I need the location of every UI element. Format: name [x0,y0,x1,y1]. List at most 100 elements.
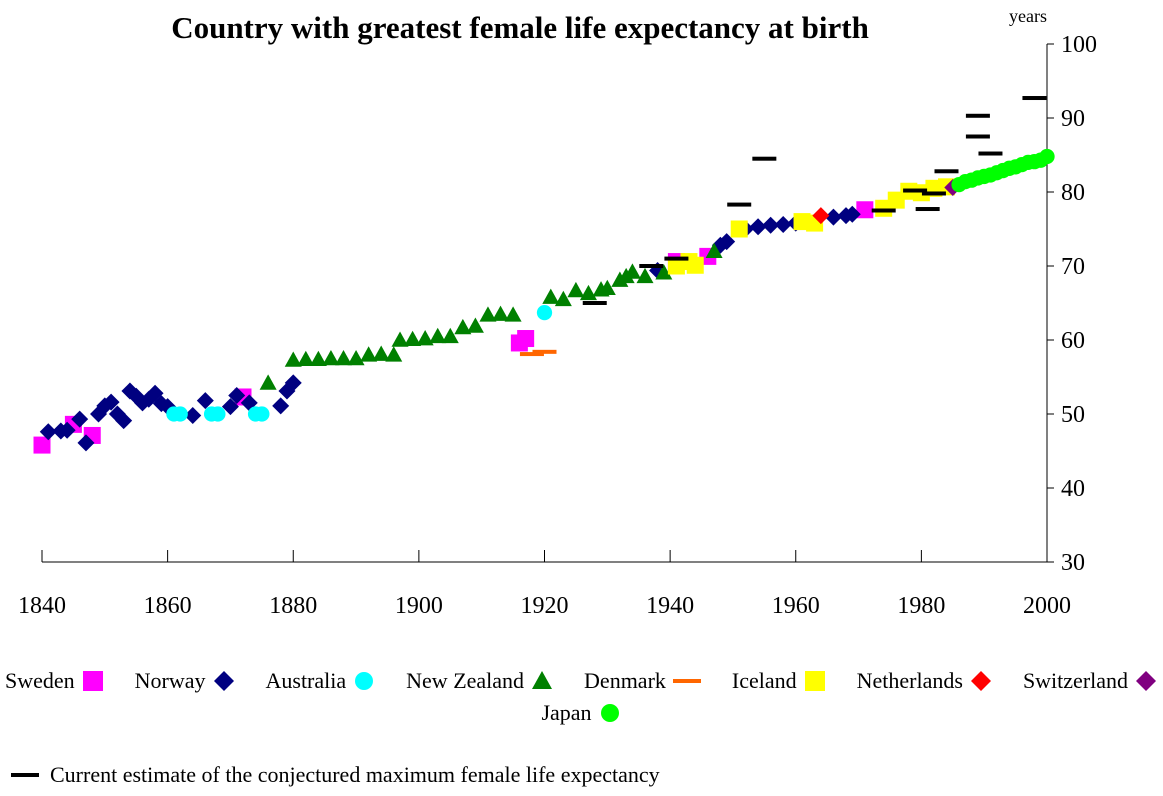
marker-diamond [77,434,95,452]
legend-label: Current estimate of the conjectured maxi… [50,762,660,787]
x-tick-label: 1840 [18,593,66,619]
marker-square [82,671,103,691]
marker-diamond [39,423,57,441]
marker-dash [672,679,701,683]
marker-triangle [259,374,277,390]
marker-diamond [762,216,780,234]
marker-triangle [623,263,641,279]
marker-diamond [272,397,290,415]
legend-marker [82,671,103,691]
legend-marker [11,773,39,777]
marker-dash [582,301,607,305]
marker-triangle [385,346,403,362]
x-tick-label: 1860 [144,593,192,619]
marker-circle [1039,148,1055,165]
x-tick-label: 1960 [772,593,820,619]
marker-triangle [297,350,315,367]
marker-triangle [598,279,616,295]
legend-label: Norway [134,668,206,693]
marker-circle [600,704,619,722]
marker-diamond [184,406,202,424]
marker-diamond [221,398,239,416]
marker-dash [1022,96,1047,101]
legend-marker [355,672,374,690]
marker-diamond [970,671,991,691]
marker-triangle [542,288,560,304]
marker-square [804,671,825,691]
marker-triangle [532,671,553,689]
marker-diamond [749,218,767,236]
marker-diamond [213,671,234,691]
x-tick-label: 2000 [1023,593,1071,619]
marker-dash [752,156,777,161]
marker-dash [727,202,752,207]
legend-label: Sweden [4,668,75,693]
legend-item: Norway [135,668,236,694]
marker-diamond [102,393,120,411]
marker-triangle [479,306,497,322]
marker-dash [519,352,544,357]
legend-item: New Zealand [406,668,554,694]
x-tick-label: 1940 [646,593,694,619]
marker-diamond [115,412,133,430]
marker-triangle [636,267,654,284]
marker-diamond [71,410,89,428]
y-tick-label: 30 [1061,550,1085,576]
legend-item: Denmark [584,668,702,694]
marker-diamond [196,392,214,410]
x-tick-label: 1900 [395,593,443,619]
marker-dash [978,151,1003,156]
legend-marker [804,671,825,691]
legend-label: Iceland [731,668,797,693]
marker-triangle [655,264,673,280]
legend-item: Australia [266,668,377,694]
y-tick-label: 70 [1061,254,1085,280]
marker-circle [536,304,553,321]
marker-diamond [812,207,830,225]
marker-diamond [824,208,842,226]
legend-marker [600,704,619,722]
marker-triangle [404,330,422,347]
marker-dash [871,208,896,213]
marker-triangle [492,305,510,321]
legend-label: Switzerland [1022,668,1129,693]
marker-dash [639,264,664,268]
marker-circle [355,672,374,690]
y-tick-label: 50 [1061,402,1085,428]
marker-dash [532,349,557,354]
marker-circle [254,406,270,422]
marker-dash [903,188,928,193]
marker-square [856,201,874,219]
marker-dash [664,256,689,261]
marker-triangle [309,350,327,367]
legend-item: Sweden [5,668,105,694]
marker-dash [965,134,990,139]
y-tick-label: 40 [1061,476,1085,502]
legend-marker [213,671,234,691]
marker-square [686,256,704,274]
legend-label: Japan [541,700,592,725]
marker-square [33,436,51,454]
marker-circle [172,406,188,422]
legend-label: Australia [265,668,347,693]
legend-label: Denmark [584,668,666,693]
marker-triangle [441,327,459,344]
marker-triangle [567,281,585,298]
marker-square [730,220,748,238]
marker-square [517,330,535,348]
marker-triangle [416,330,434,346]
marker-triangle [284,351,302,367]
x-tick-label: 1980 [897,593,945,619]
legend-item: Switzerland [1023,668,1158,694]
marker-triangle [391,331,409,347]
marker-dash [915,207,940,212]
y-tick-label: 90 [1061,106,1085,132]
x-tick-label: 1880 [269,593,317,619]
marker-diamond [228,387,246,404]
marker-diamond [284,374,302,392]
estimate-legend: Current estimate of the conjectured maxi… [10,762,660,788]
marker-circle [210,406,226,422]
chart: Country with greatest female life expect… [18,6,1097,619]
chart-title: Country with greatest female life expect… [171,10,869,45]
